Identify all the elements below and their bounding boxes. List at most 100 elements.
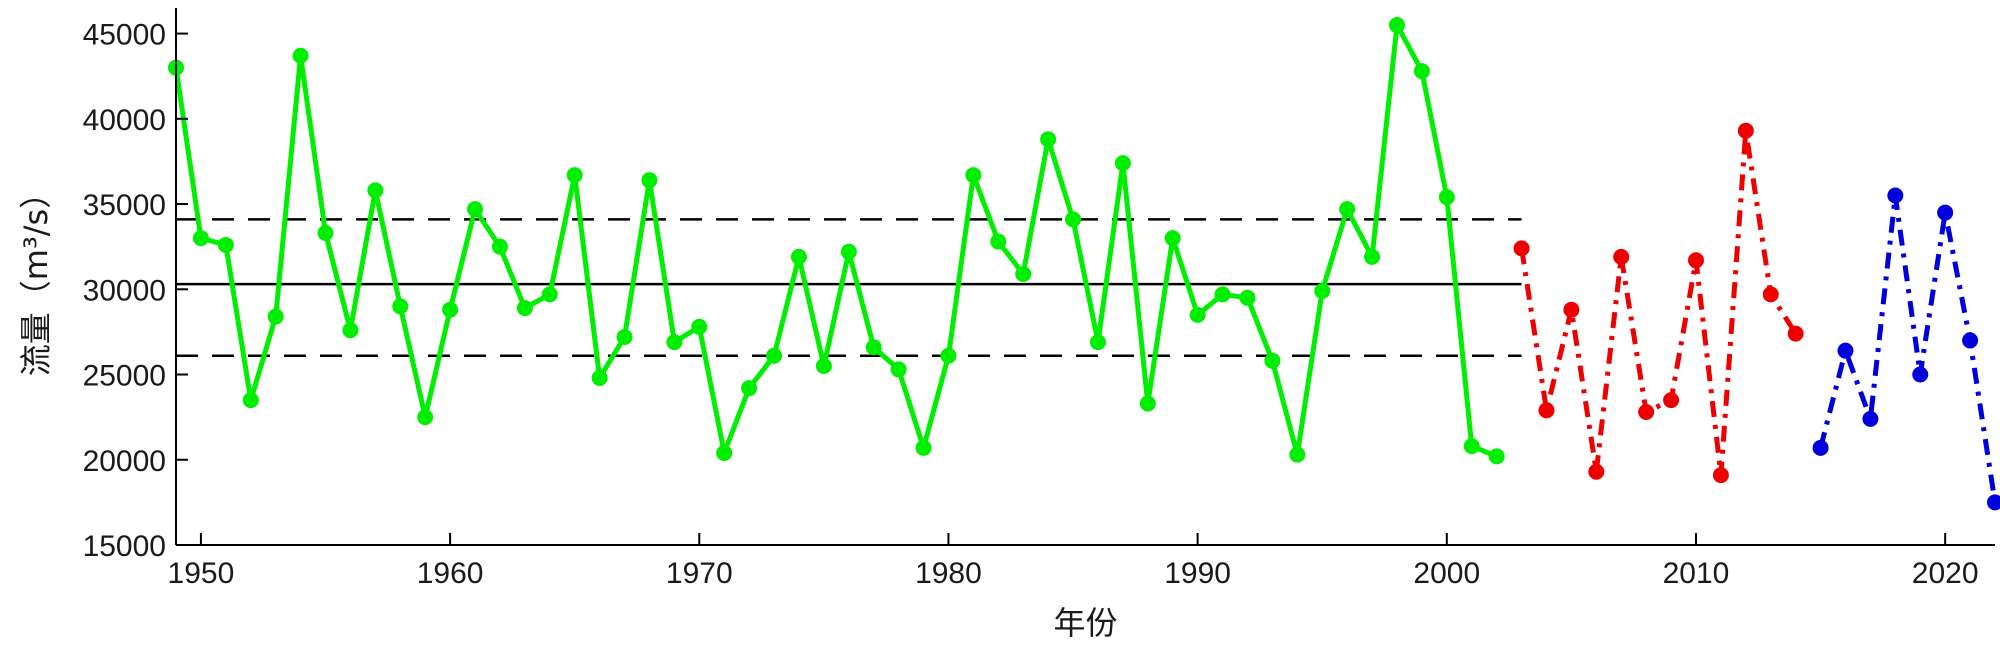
- data-point: [417, 409, 434, 426]
- x-tick-label: 1990: [1164, 557, 1231, 590]
- data-point: [1065, 211, 1082, 228]
- series-group: [168, 17, 2000, 511]
- data-point: [1040, 131, 1057, 148]
- data-point: [1563, 301, 1580, 318]
- data-point: [1513, 240, 1530, 257]
- data-point: [1089, 334, 1106, 351]
- data-point: [1488, 448, 1505, 465]
- x-tick-label: 1960: [417, 557, 484, 590]
- series-2: [1513, 122, 1804, 484]
- data-point: [790, 248, 807, 265]
- axes: [175, 8, 1995, 546]
- x-axis-title: 年份: [1053, 604, 1117, 642]
- data-point: [1588, 463, 1605, 480]
- data-point: [1264, 352, 1281, 369]
- y-tick-label: 30000: [83, 274, 166, 307]
- reference-lines: [176, 218, 1522, 358]
- data-point: [691, 318, 708, 335]
- data-point: [217, 236, 234, 253]
- data-point: [442, 301, 459, 318]
- data-point: [491, 238, 508, 255]
- data-point: [342, 322, 359, 339]
- data-point: [741, 380, 758, 397]
- data-point: [292, 47, 309, 64]
- x-tick-label: 1980: [915, 557, 982, 590]
- data-point: [1239, 289, 1256, 306]
- data-point: [940, 347, 957, 364]
- data-point: [990, 233, 1007, 250]
- y-tick-label: 25000: [83, 360, 166, 393]
- data-point: [1438, 189, 1455, 206]
- data-point: [566, 167, 583, 184]
- data-point: [1339, 201, 1356, 218]
- y-tick-label: 35000: [83, 189, 166, 222]
- data-point: [1015, 265, 1032, 282]
- data-point: [591, 369, 608, 386]
- data-point: [915, 439, 932, 456]
- data-point: [1862, 410, 1879, 427]
- data-point: [840, 243, 857, 260]
- x-tick-label: 1970: [666, 557, 733, 590]
- data-point: [1937, 204, 1954, 221]
- series-1: [168, 17, 1505, 465]
- data-point: [1737, 122, 1754, 139]
- data-point: [815, 358, 832, 374]
- data-point: [367, 182, 384, 199]
- data-point: [766, 347, 783, 364]
- data-point: [965, 167, 982, 184]
- data-point: [1712, 467, 1729, 484]
- data-point: [1787, 325, 1804, 342]
- x-tick-label: 2010: [1663, 557, 1730, 590]
- data-point: [1538, 402, 1555, 419]
- data-point: [267, 308, 284, 325]
- data-point: [467, 201, 484, 218]
- data-point: [1114, 155, 1131, 172]
- data-point: [1912, 366, 1929, 383]
- data-point: [1189, 306, 1206, 323]
- data-point: [1214, 286, 1231, 303]
- y-tick-label: 45000: [83, 19, 166, 52]
- x-tick-label: 2000: [1413, 557, 1480, 590]
- data-point: [1314, 282, 1331, 299]
- data-point: [1289, 446, 1306, 463]
- data-point: [392, 298, 409, 315]
- data-point: [242, 392, 259, 409]
- data-point: [1687, 252, 1704, 269]
- data-point: [716, 444, 733, 461]
- data-point: [1413, 63, 1430, 80]
- data-point: [1364, 248, 1381, 265]
- data-point: [1987, 494, 2000, 511]
- data-point: [1463, 438, 1480, 455]
- data-point: [1139, 395, 1156, 412]
- y-tick-label: 20000: [83, 445, 166, 478]
- data-point: [865, 339, 882, 356]
- y-tick-label: 15000: [83, 530, 166, 563]
- data-point: [641, 172, 658, 189]
- y-tick-label: 40000: [83, 104, 166, 137]
- x-ticks: 1950 1960 1970 1980 1990 2000 2010 2020: [168, 533, 1979, 590]
- data-point: [516, 300, 533, 317]
- data-point: [1638, 404, 1655, 421]
- y-axis-title: 流量（m³/s）: [17, 177, 55, 376]
- data-point: [1887, 187, 1904, 204]
- data-point: [1812, 439, 1829, 456]
- series-line: [1818, 193, 1998, 503]
- data-point: [317, 225, 334, 242]
- data-point: [1837, 342, 1854, 359]
- data-point: [1762, 286, 1779, 303]
- y-ticks: 15000 20000 25000 30000 35000 40000 45000: [83, 19, 188, 563]
- data-point: [666, 334, 683, 351]
- x-tick-label: 2020: [1912, 557, 1979, 590]
- data-point: [616, 329, 633, 346]
- series-line: [173, 22, 1498, 459]
- x-tick-label: 1950: [168, 557, 235, 590]
- data-point: [890, 361, 907, 378]
- data-point: [192, 230, 209, 247]
- data-point: [1663, 392, 1680, 409]
- data-point: [541, 286, 558, 303]
- series-3: [1812, 187, 2000, 511]
- data-point: [1388, 17, 1405, 34]
- data-point: [1962, 332, 1979, 349]
- data-point: [1164, 230, 1181, 247]
